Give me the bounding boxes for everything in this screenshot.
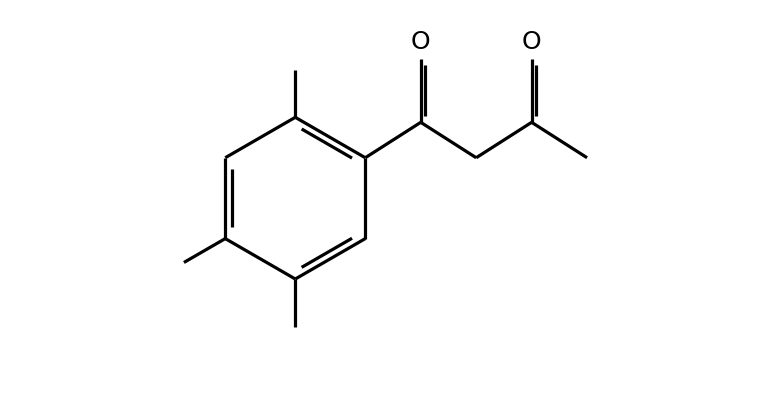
Text: O: O [521,30,542,54]
Text: O: O [411,30,431,54]
